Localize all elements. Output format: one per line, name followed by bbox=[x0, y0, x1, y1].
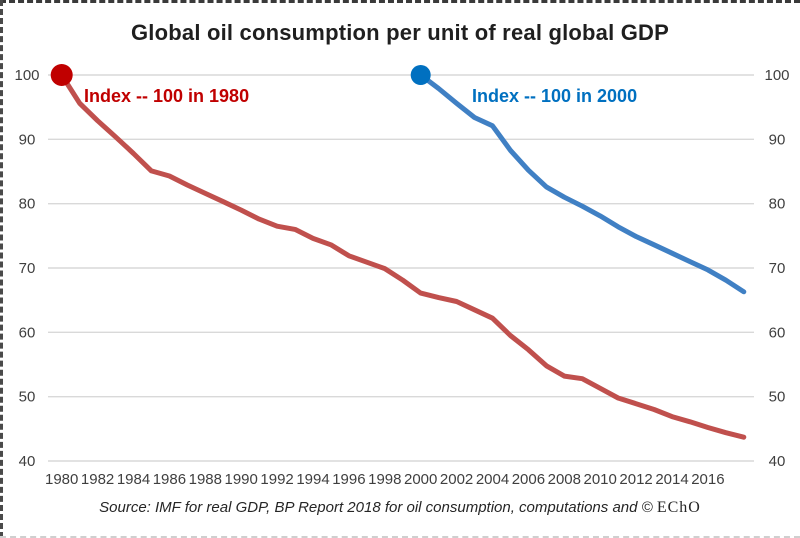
x-tick-label: 2002 bbox=[440, 471, 473, 488]
chart-title: Global oil consumption per unit of real … bbox=[130, 20, 670, 45]
index-2000-line bbox=[418, 72, 747, 295]
x-tick-label: 2004 bbox=[476, 471, 509, 488]
x-tick-label: 1982 bbox=[81, 471, 114, 488]
index-2000-start-marker bbox=[410, 65, 431, 85]
x-tick-label: 2010 bbox=[584, 471, 617, 488]
legend-label-index-1980: Index -- 100 in 1980 bbox=[84, 86, 250, 106]
x-tick-label: 1980 bbox=[45, 471, 78, 488]
y-tick-label-left: 90 bbox=[19, 131, 36, 148]
y-tick-label-left: 100 bbox=[14, 67, 39, 84]
x-tick-label: 2014 bbox=[655, 471, 688, 488]
dashed-border-left bbox=[0, 0, 3, 538]
x-tick-label: 1986 bbox=[153, 471, 186, 488]
y-tick-label-left: 60 bbox=[19, 324, 36, 341]
x-tick-label: 2008 bbox=[548, 471, 581, 488]
x-tick-label: 1990 bbox=[225, 471, 258, 488]
y-tick-label-left: 40 bbox=[19, 453, 36, 470]
x-tick-label: 2000 bbox=[404, 471, 437, 488]
y-tick-label-right: 80 bbox=[769, 196, 786, 213]
y-tick-label-left: 50 bbox=[19, 389, 36, 406]
legend-label-index-2000: Index -- 100 in 2000 bbox=[472, 86, 638, 106]
y-tick-label-right: 50 bbox=[769, 389, 786, 406]
x-tick-label: 2012 bbox=[619, 471, 652, 488]
y-tick-label-left: 80 bbox=[19, 196, 36, 213]
x-tick-label: 1994 bbox=[296, 471, 329, 488]
index-1980-start-marker bbox=[50, 64, 73, 86]
source-note: Source: IMF for real GDP, BP Report 2018… bbox=[0, 499, 800, 517]
source-note-text: Source: IMF for real GDP, BP Report 2018… bbox=[99, 499, 657, 516]
y-tick-label-right: 40 bbox=[769, 453, 786, 470]
dashed-border-top bbox=[0, 0, 800, 3]
x-tick-label: 1988 bbox=[189, 471, 222, 488]
x-tick-label: 1996 bbox=[332, 471, 365, 488]
source-brand-echo: EChO bbox=[656, 499, 701, 516]
x-tick-label: 1998 bbox=[368, 471, 401, 488]
y-tick-label-right: 60 bbox=[769, 324, 786, 341]
x-tick-label: 1992 bbox=[260, 471, 293, 488]
y-tick-label-left: 70 bbox=[19, 260, 36, 277]
index-1980-line bbox=[59, 72, 747, 440]
y-tick-label-right: 70 bbox=[769, 260, 786, 277]
x-tick-label: 2016 bbox=[691, 471, 724, 488]
y-tick-label-right: 100 bbox=[764, 67, 789, 84]
y-tick-label-right: 90 bbox=[769, 131, 786, 148]
dashed-border-bottom bbox=[0, 536, 800, 538]
x-tick-label: 2006 bbox=[512, 471, 545, 488]
x-tick-label: 1984 bbox=[117, 471, 150, 488]
